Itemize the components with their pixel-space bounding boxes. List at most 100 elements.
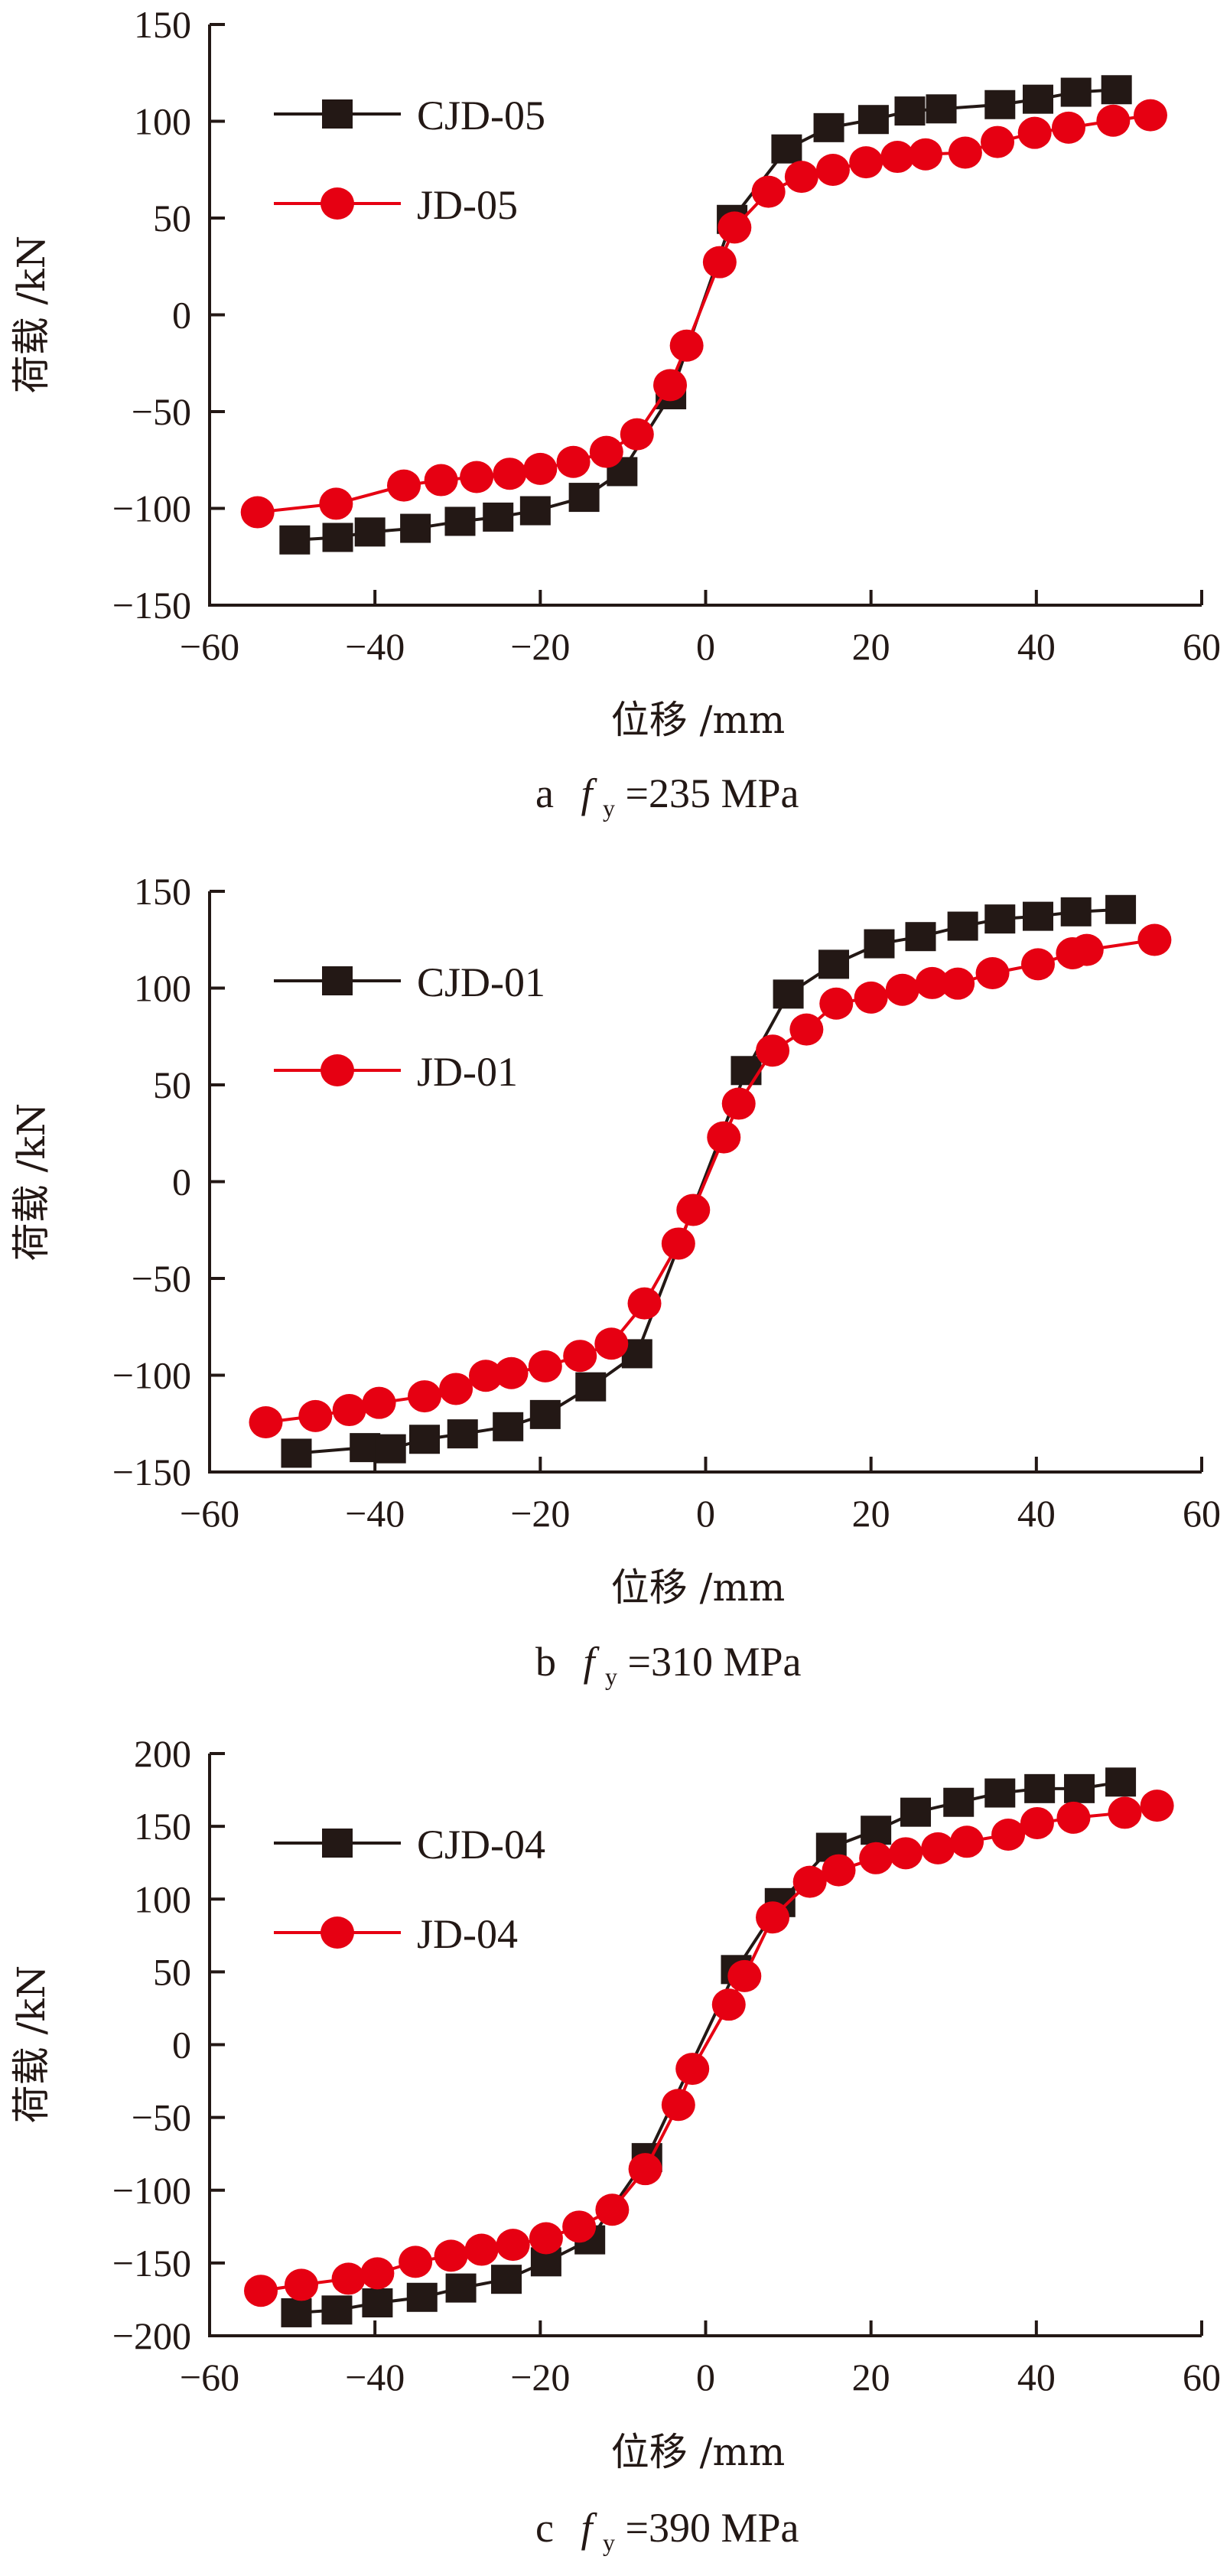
data-point-cjd-01 [1022, 901, 1053, 931]
data-point-jd-05 [981, 125, 1015, 158]
data-point-jd-04 [628, 2153, 662, 2186]
data-point-cjd-04 [406, 2282, 438, 2312]
data-point-jd-05 [1133, 99, 1167, 132]
data-point-jd-05 [460, 461, 494, 493]
data-point-cjd-01 [864, 929, 895, 959]
panel-caption: a f y =235 MPa [535, 770, 799, 826]
data-point-cjd-05 [568, 483, 600, 513]
data-point-jd-01 [854, 981, 888, 1014]
legend-circle-marker-icon [321, 1917, 354, 1949]
data-point-cjd-04 [491, 2265, 522, 2294]
y-tick-label: −50 [132, 1257, 191, 1300]
x-tick-label: −60 [180, 1492, 239, 1535]
legend-label: JD-01 [417, 1049, 518, 1095]
x-tick-label: −60 [180, 625, 239, 668]
caption-value: =235 MPa [625, 770, 799, 816]
data-point-cjd-04 [984, 1778, 1016, 1808]
data-point-cjd-01 [493, 1412, 524, 1441]
x-tick-label: −40 [345, 625, 405, 668]
y-tick-label: −100 [112, 487, 191, 530]
data-point-jd-05 [493, 458, 527, 490]
data-point-cjd-01 [731, 1056, 762, 1086]
data-point-cjd-01 [905, 922, 936, 952]
y-tick-label: 200 [134, 1732, 191, 1775]
data-point-cjd-01 [409, 1425, 441, 1454]
data-point-cjd-04 [943, 1787, 975, 1817]
data-point-cjd-04 [1105, 1767, 1137, 1797]
y-tick-label: −100 [112, 1354, 191, 1397]
legend-circle-marker-icon [321, 187, 354, 220]
data-point-cjd-04 [900, 1797, 932, 1827]
data-point-jd-04 [950, 1825, 984, 1858]
legend: CJD-05 JD-05 [274, 93, 545, 228]
data-point-jd-05 [523, 452, 558, 485]
data-point-jd-01 [594, 1327, 629, 1360]
data-point-jd-05 [589, 435, 623, 468]
legend-square-marker-icon [322, 99, 353, 129]
plot-area [244, 1767, 1174, 2327]
x-tick-label: 0 [696, 2356, 715, 2399]
legend-label: CJD-04 [417, 1822, 545, 1868]
data-point-jd-05 [880, 141, 915, 174]
x-axis-title: 位移 /mm [611, 1565, 786, 1610]
y-tick-label: 100 [134, 100, 191, 143]
data-point-jd-05 [386, 469, 421, 502]
series-line-jd-05 [257, 113, 1151, 514]
data-point-jd-01 [439, 1373, 473, 1405]
data-point-jd-05 [620, 418, 654, 451]
x-tick-label: −40 [345, 1492, 405, 1535]
data-point-cjd-05 [1060, 77, 1092, 107]
panel-caption: b f y =310 MPa [535, 1639, 802, 1694]
y-tick-label: 50 [153, 197, 191, 239]
x-tick-label: −20 [510, 625, 570, 668]
plot-area [240, 75, 1167, 555]
data-point-cjd-05 [400, 513, 431, 543]
x-tick-label: 40 [1017, 2356, 1056, 2399]
data-point-cjd-04 [362, 2288, 393, 2318]
data-point-jd-04 [360, 2257, 395, 2290]
data-point-jd-04 [284, 2268, 318, 2301]
y-tick-label: −150 [112, 1451, 191, 1493]
caption-value: =390 MPa [625, 2505, 799, 2551]
data-point-jd-05 [849, 146, 883, 179]
x-tick-label: 20 [852, 2356, 890, 2399]
y-tick-label: 100 [134, 967, 191, 1010]
data-point-jd-04 [991, 1818, 1026, 1851]
data-point-jd-01 [756, 1034, 790, 1067]
data-point-cjd-05 [1022, 84, 1053, 114]
data-point-jd-01 [885, 973, 919, 1006]
x-tick-label: −20 [510, 2356, 570, 2399]
data-point-jd-04 [675, 2053, 710, 2086]
data-point-cjd-05 [857, 105, 889, 135]
data-point-jd-05 [948, 136, 982, 169]
data-point-cjd-05 [483, 502, 514, 532]
x-tick-label: 40 [1017, 1492, 1056, 1535]
y-axis-title: 荷载 /kN [9, 1965, 54, 2124]
data-point-jd-01 [332, 1394, 366, 1427]
x-tick-label: −60 [180, 2356, 239, 2399]
caption-letter: b [535, 1639, 556, 1685]
data-point-jd-04 [244, 2275, 278, 2307]
data-point-jd-01 [661, 1227, 695, 1260]
data-point-jd-01 [1137, 923, 1172, 956]
data-point-jd-05 [1096, 104, 1131, 137]
data-point-jd-04 [595, 2193, 630, 2226]
data-point-cjd-05 [1101, 75, 1132, 105]
y-tick-label: 0 [172, 2024, 191, 2066]
x-tick-label: 60 [1183, 625, 1221, 668]
data-point-jd-04 [434, 2239, 468, 2272]
caption-symbol: f [581, 2505, 597, 2551]
data-point-jd-04 [464, 2233, 499, 2266]
data-point-jd-05 [319, 487, 353, 520]
data-point-jd-04 [859, 1842, 893, 1874]
data-point-jd-01 [915, 966, 949, 999]
data-point-jd-04 [399, 2245, 433, 2278]
caption-subscript: y [603, 794, 615, 822]
data-point-jd-04 [562, 2210, 597, 2243]
axes: −150 −100 −50 0 50 100 150 −60 −40 −20 0 20 40 60 [112, 870, 1221, 1535]
plot-area [249, 894, 1172, 1468]
y-tick-label: 150 [134, 3, 191, 46]
y-tick-label: −200 [112, 2314, 191, 2357]
legend-square-marker-icon [322, 966, 353, 995]
x-tick-label: 60 [1183, 1492, 1221, 1535]
